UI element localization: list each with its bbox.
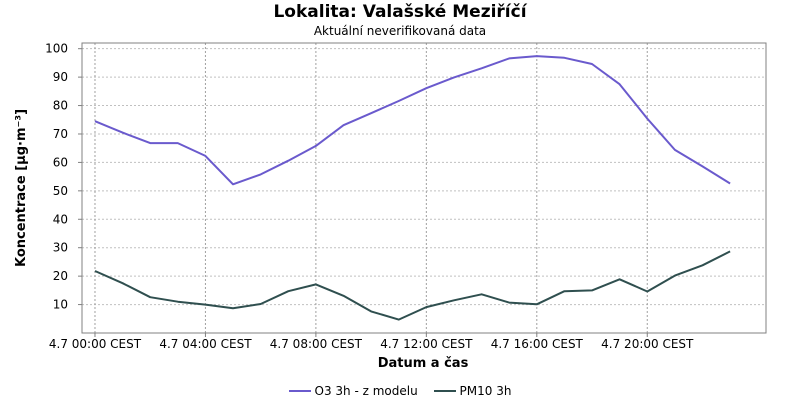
y-tick-label: 40 xyxy=(53,212,68,226)
x-tick-label: 4.7 04:00 CEST xyxy=(159,337,252,351)
legend-swatch-pm10 xyxy=(433,390,456,392)
legend-item-o3[interactable]: O3 3h - z modelu xyxy=(288,384,418,398)
y-tick-label: 30 xyxy=(53,241,68,255)
legend-swatch-o3 xyxy=(288,390,311,392)
y-tick-label: 90 xyxy=(53,70,68,84)
grid-lines xyxy=(82,43,766,333)
x-tick-label: 4.7 20:00 CEST xyxy=(601,337,694,351)
legend-item-pm10[interactable]: PM10 3h xyxy=(433,384,512,398)
legend-label-o3: O3 3h - z modelu xyxy=(314,384,418,398)
plot-area xyxy=(81,42,767,334)
y-axis-label: Koncentrace [µg·m⁻³] xyxy=(14,109,29,267)
series-lines xyxy=(94,55,731,321)
y-tick-label: 70 xyxy=(53,127,68,141)
x-tick-label: 4.7 08:00 CEST xyxy=(270,337,363,351)
y-tick-label: 10 xyxy=(53,298,68,312)
y-tick-label: 100 xyxy=(45,42,68,56)
y-tick-label: 60 xyxy=(53,155,68,169)
x-tick-label: 4.7 00:00 CEST xyxy=(49,337,142,351)
chart-title: Lokalita: Valašské Meziříčí xyxy=(273,2,527,22)
legend: O3 3h - z modelu PM10 3h xyxy=(0,381,800,398)
series-line-pm10 xyxy=(94,250,731,321)
chart-subtitle: Aktuální neverifikovaná data xyxy=(313,24,487,38)
x-tick-label: 4.7 12:00 CEST xyxy=(380,337,473,351)
x-tick-label: 4.7 16:00 CEST xyxy=(491,337,584,351)
y-tick-label: 20 xyxy=(53,269,68,283)
y-axis: 10 20 30 40 50 60 70 80 90 100 xyxy=(45,42,82,312)
x-axis: 4.7 00:00 CEST 4.7 04:00 CEST 4.7 08:00 CE… xyxy=(49,333,694,351)
series-line-o3 xyxy=(94,55,731,186)
x-axis-label: Datum a čas xyxy=(378,356,469,371)
y-tick-label: 50 xyxy=(53,184,68,198)
legend-label-pm10: PM10 3h xyxy=(459,384,512,398)
y-tick-label: 80 xyxy=(53,99,68,113)
